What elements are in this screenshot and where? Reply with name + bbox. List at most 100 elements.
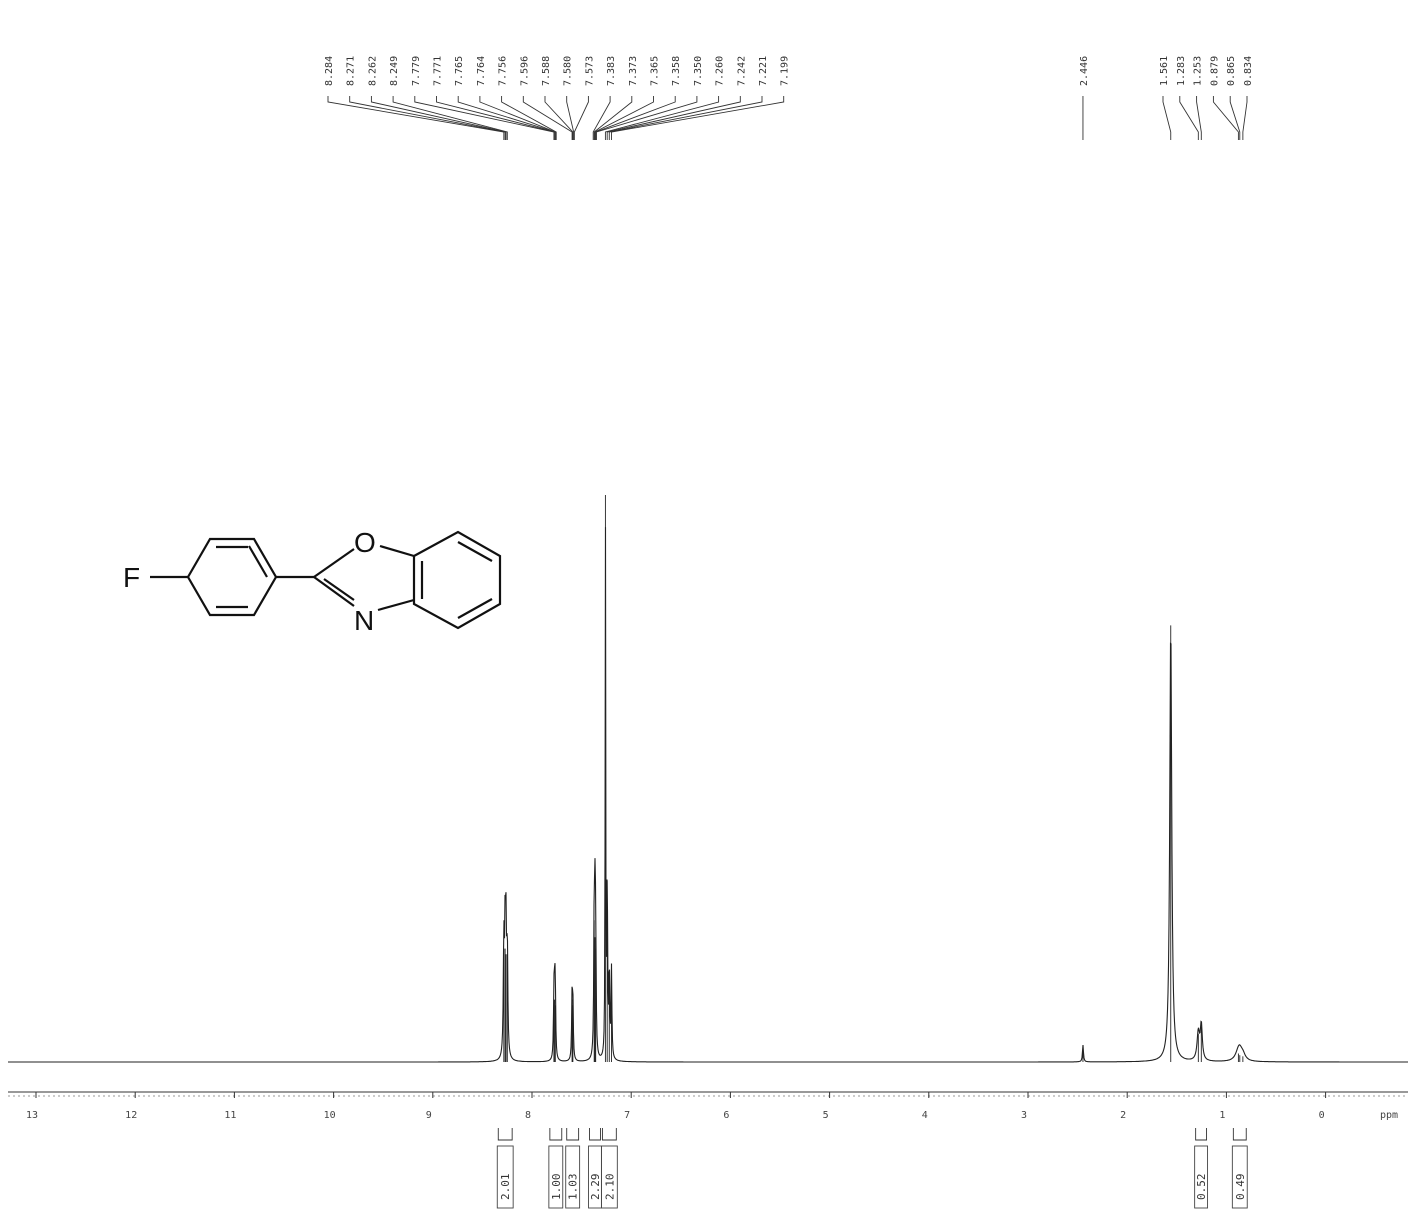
- peak-label-connector: [501, 96, 557, 140]
- peak-label-group: 8.284 8.271 8.262 8.249 7.779 7.771 7.765 7.764…: [324, 56, 1254, 86]
- integral-bracket: [566, 1128, 580, 1141]
- peak-label-connector: [573, 96, 589, 140]
- x-tick-label: 0: [1319, 1110, 1325, 1121]
- benzo-double-bond-2: [457, 598, 493, 619]
- x-tick-label: 11: [224, 1110, 236, 1121]
- peak-label-connector: [436, 96, 556, 140]
- bond-c2-o: [313, 548, 355, 578]
- integral-bracket: [549, 1128, 563, 1141]
- integral-value: 2.01: [499, 1174, 512, 1201]
- peak-label: 2.446: [1079, 56, 1090, 86]
- x-tick-label: 2: [1120, 1110, 1126, 1121]
- bond-n-c3a: [377, 598, 415, 612]
- peak-label-connector: [604, 96, 720, 140]
- peak-label-connector: [349, 96, 506, 140]
- peak-label: 7.596: [519, 56, 530, 86]
- peak-label: 7.221: [758, 56, 769, 86]
- x-tick-label: 8: [525, 1110, 531, 1121]
- peak-label-connector: [457, 96, 556, 140]
- peak-label: 1.561: [1159, 56, 1170, 86]
- integral-bracket: [497, 1128, 513, 1141]
- peak-label: 8.262: [367, 56, 378, 86]
- x-tick-label: 1: [1219, 1110, 1225, 1121]
- peak-label-connector: [327, 96, 505, 140]
- peak-label-connector: [522, 96, 573, 140]
- benzo-double-bond-1: [457, 541, 493, 562]
- spectrum-trace-group: [8, 495, 1408, 1063]
- peak-label: 1.283: [1176, 56, 1187, 86]
- x-tick-label: 7: [624, 1110, 630, 1121]
- peak-label-connector: [1242, 96, 1248, 140]
- peak-label-connector: [1179, 96, 1199, 140]
- x-tick-label: 10: [324, 1110, 336, 1121]
- x-tick-label: 5: [823, 1110, 829, 1121]
- integral-value: 2.29: [589, 1174, 602, 1201]
- integral-box: [600, 1145, 618, 1209]
- peak-label: 1.253: [1193, 56, 1204, 86]
- peak-label: 0.879: [1209, 56, 1220, 86]
- peak-label-connector: [1212, 96, 1239, 140]
- integral-value: 1.03: [567, 1174, 580, 1201]
- integral-value: 0.52: [1195, 1174, 1208, 1201]
- peak-label-connector: [566, 96, 575, 140]
- peak-connector-group: [327, 96, 1248, 140]
- peak-label: 7.242: [736, 56, 747, 86]
- peak-label-connector: [593, 96, 633, 140]
- peak-label-connector: [595, 96, 676, 140]
- peak-label-connector: [544, 96, 574, 140]
- peak-label-connector: [594, 96, 654, 140]
- peak-label: 7.771: [433, 56, 444, 86]
- phenyl-ring: [186, 537, 278, 617]
- integral-box: [548, 1145, 564, 1209]
- peak-label-connector: [606, 96, 741, 140]
- integral-group: 2.01 1.00 1.03 2.29 2.10 0.52 0.49: [496, 1128, 1248, 1209]
- peak-label: 7.756: [498, 56, 509, 86]
- x-tick-label: 9: [426, 1110, 432, 1121]
- x-axis-unit-label: ppm: [1380, 1110, 1398, 1121]
- atom-label-f: F: [123, 562, 140, 593]
- peak-label-connector: [611, 96, 785, 140]
- integral-box: [496, 1145, 514, 1209]
- peak-label: 0.865: [1226, 56, 1237, 86]
- peak-label-connector: [608, 96, 763, 140]
- integral-value: 2.10: [603, 1174, 616, 1201]
- integral-value: 1.00: [550, 1174, 563, 1201]
- peak-label: 7.580: [563, 56, 574, 86]
- peak-label: 7.764: [476, 56, 487, 86]
- x-axis: 13 12 11 10 9 8 7 6 5 4 3 2 1 0 ppm: [8, 1091, 1408, 1121]
- peak-label: 7.573: [584, 56, 595, 86]
- peak-label-connector: [479, 96, 556, 140]
- peak-label-connector: [1229, 96, 1241, 140]
- spectrum-trace: [8, 527, 1408, 1063]
- peak-label: 7.383: [606, 56, 617, 86]
- integral-bracket: [589, 1128, 601, 1141]
- peak-label: 7.350: [693, 56, 704, 86]
- integral-box: [1194, 1145, 1209, 1209]
- peak-label: 7.779: [411, 56, 422, 86]
- peak-label: 7.260: [715, 56, 726, 86]
- x-tick-label: 13: [26, 1110, 38, 1121]
- peak-label-connector: [1196, 96, 1202, 140]
- phenyl-double-bond-3: [248, 545, 268, 578]
- peak-label: 8.249: [389, 56, 400, 86]
- peak-label: 7.358: [671, 56, 682, 86]
- integral-box: [1231, 1145, 1248, 1209]
- x-tick-label: 12: [125, 1110, 137, 1121]
- peak-label: 0.834: [1243, 56, 1254, 86]
- atom-label-o: O: [354, 527, 376, 558]
- integral-bracket: [601, 1128, 617, 1141]
- peak-label-connector: [596, 96, 698, 140]
- bond-c2-n-double: [323, 578, 355, 601]
- peak-label: 7.373: [628, 56, 639, 86]
- peak-label: 7.199: [780, 56, 791, 86]
- integral-bracket: [1232, 1128, 1247, 1141]
- peak-label: 7.588: [541, 56, 552, 86]
- peak-label-connector: [1162, 96, 1172, 140]
- integral-box: [565, 1145, 581, 1209]
- x-tick-label: 4: [922, 1110, 928, 1121]
- x-tick-label: 3: [1021, 1110, 1027, 1121]
- atom-label-n: N: [354, 605, 374, 636]
- benzo-ring: [412, 530, 502, 630]
